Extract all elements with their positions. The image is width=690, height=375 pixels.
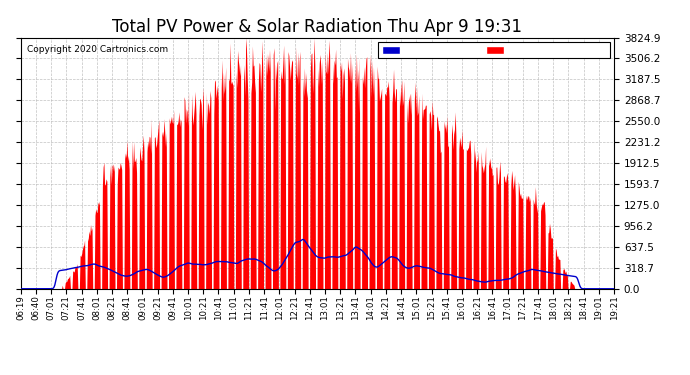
Legend: Radiation  (w/m2), PV Panels  (DC Watts): Radiation (w/m2), PV Panels (DC Watts)	[378, 42, 609, 58]
Text: Copyright 2020 Cartronics.com: Copyright 2020 Cartronics.com	[27, 45, 168, 54]
Title: Total PV Power & Solar Radiation Thu Apr 9 19:31: Total PV Power & Solar Radiation Thu Apr…	[112, 18, 522, 36]
